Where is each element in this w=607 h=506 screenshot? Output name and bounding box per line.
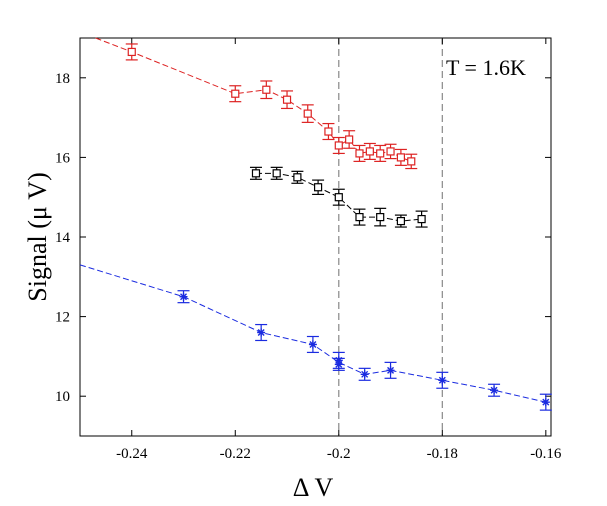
data-point-blue-0 [179,292,188,301]
x-tick-label-1: -0.22 [220,446,251,462]
axis-ticks: -0.24 -0.22 -0.2 -0.18 -0.16 10 12 14 16 18 [55,38,562,462]
data-point-red-3 [282,95,292,104]
y-tick-label-2: 14 [55,230,71,246]
star-stroke [335,360,343,368]
data-point-blue-5 [360,370,369,379]
series-black [249,166,428,228]
data-point-red-7 [345,135,354,144]
star-stroke [387,366,395,374]
data-point-red-1 [231,89,240,98]
star-stroke [542,398,550,406]
data-point-black-2 [293,173,302,182]
data-point-blue-6 [386,366,395,375]
data-point-red-9 [365,147,374,156]
data-point-red-13 [407,157,416,166]
data-point-black-1 [272,169,281,178]
x-tick-label-0: -0.24 [116,446,148,462]
series-layer [79,37,552,411]
y-axis-label: Signal (μ V) [23,172,52,301]
data-point-blue-8 [490,386,499,395]
star-stroke [309,340,317,348]
data-point-red-11 [386,147,395,156]
data-point-red-6 [334,141,343,150]
series-line-black [255,172,422,222]
data-point-black-7 [396,216,406,226]
data-point-red-10 [376,149,385,158]
data-point-red-8 [355,149,364,158]
data-point-red-5 [324,127,333,136]
series-line-blue [79,264,546,403]
data-point-red-0 [127,47,136,57]
y-tick-label-4: 18 [55,71,70,87]
data-point-blue-1 [257,328,266,337]
x-tick-label-4: -0.16 [530,446,562,462]
data-point-black-5 [355,213,364,222]
annotation-temperature: T = 1.6K [446,55,526,80]
data-point-blue-7 [438,376,447,385]
data-point-blue-2 [308,340,317,349]
star-stroke [490,386,498,394]
data-point-black-8 [417,214,426,224]
x-axis-label: Δ V [293,473,334,502]
plot-frame [79,37,552,437]
data-point-red-2 [262,85,271,94]
star-stroke [361,370,369,378]
data-point-blue-9 [541,398,550,407]
data-point-red-4 [303,109,312,118]
y-tick-label-3: 16 [55,150,71,166]
y-tick-label-0: 10 [55,389,70,405]
star-stroke [180,293,188,301]
y-tick-label-1: 12 [55,310,70,326]
data-point-black-0 [251,169,261,178]
data-point-blue-4 [334,360,343,369]
star-stroke [438,376,446,384]
series-blue [79,264,552,411]
series-red [95,37,418,170]
data-point-black-3 [313,183,323,192]
x-tick-label-3: -0.18 [427,446,458,462]
data-point-black-6 [376,213,385,222]
data-point-red-12 [396,153,406,162]
x-tick-label-2: -0.2 [327,446,351,462]
data-point-black-4 [334,193,343,202]
star-stroke [257,329,265,337]
